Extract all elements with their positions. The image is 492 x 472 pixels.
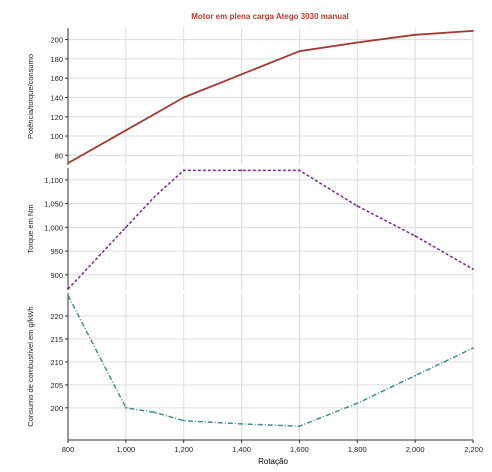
y-tick-label: 900 bbox=[50, 271, 63, 280]
y-axis-label-torque: Torque em Nm bbox=[26, 204, 35, 253]
data-point-power bbox=[414, 33, 417, 36]
data-point-power bbox=[67, 162, 69, 164]
data-point-power bbox=[298, 50, 301, 53]
y-tick-label: 160 bbox=[50, 74, 63, 83]
plot-panels: 80 100 120 140 160 180 200 Potência/torque/cons… bbox=[26, 28, 474, 440]
data-point-torque bbox=[356, 205, 359, 207]
x-tick-label: 1,800 bbox=[348, 445, 367, 454]
data-point-power bbox=[182, 96, 185, 99]
data-point-torque bbox=[298, 169, 301, 172]
data-point-power bbox=[472, 29, 474, 32]
y-tick-label: 950 bbox=[50, 247, 63, 256]
y-tick-label: 120 bbox=[50, 113, 63, 122]
x-axis-label: Rotação bbox=[258, 457, 288, 466]
x-tick-label: 2,000 bbox=[406, 445, 425, 454]
y-tick-label: 1,050 bbox=[44, 200, 63, 209]
data-point-consumption bbox=[67, 294, 69, 297]
data-point-torque bbox=[67, 288, 69, 290]
data-point-consumption bbox=[153, 411, 156, 414]
y-tick-label: 200 bbox=[50, 36, 63, 45]
y-tick-label: 205 bbox=[50, 381, 63, 390]
x-tick-label: 1,400 bbox=[232, 445, 251, 454]
data-point-power bbox=[240, 73, 243, 76]
y-tick-label: 1,100 bbox=[44, 176, 63, 185]
data-point-consumption bbox=[298, 425, 301, 428]
data-point-consumption bbox=[443, 361, 445, 363]
x-tick-label: 1,600 bbox=[290, 445, 309, 454]
data-point-consumption bbox=[414, 374, 417, 377]
data-point-torque bbox=[472, 268, 474, 271]
series-line-consumption bbox=[67, 294, 474, 427]
x-tick-label: 1,000 bbox=[116, 445, 135, 454]
data-point-consumption bbox=[472, 347, 474, 350]
data-point-consumption bbox=[124, 406, 127, 409]
x-tick-label: 2,200 bbox=[464, 445, 483, 454]
data-point-power bbox=[124, 129, 127, 132]
y-tick-label: 80 bbox=[55, 151, 63, 160]
panel-power: 80 100 120 140 160 180 200 Potência/torque/cons… bbox=[26, 28, 474, 165]
data-point-torque bbox=[240, 169, 243, 172]
data-point-torque bbox=[124, 226, 127, 229]
y-tick-label: 1,000 bbox=[44, 223, 63, 232]
y-tick-label: 215 bbox=[50, 335, 63, 344]
y-tick-label: 220 bbox=[50, 312, 63, 321]
data-point-consumption bbox=[240, 423, 243, 425]
data-point-torque bbox=[414, 234, 417, 237]
y-tick-label: 140 bbox=[50, 93, 63, 102]
panel-torque: 900 950 1,000 1,050 1,100 Torque em Nm bbox=[26, 168, 474, 290]
panel-consumption: 200 205 210 215 220 Consumo de combustível em… bbox=[26, 293, 474, 440]
x-axis: 800 1,000 1,200 1,400 1,600 1,800 2,000 2,200 bbox=[62, 439, 483, 454]
x-tick-label: 1,200 bbox=[174, 445, 193, 454]
data-point-power bbox=[356, 41, 359, 44]
y-tick-label: 100 bbox=[50, 132, 63, 141]
y-tick-label: 200 bbox=[50, 404, 63, 413]
data-point-consumption bbox=[356, 402, 359, 405]
y-tick-label: 180 bbox=[50, 55, 63, 64]
data-point-consumption bbox=[182, 419, 185, 422]
y-axis-label-power: Potência/torque/consumo bbox=[26, 54, 35, 139]
data-point-torque bbox=[153, 195, 156, 198]
y-tick-label: 210 bbox=[50, 358, 63, 367]
y-axis-label-consumption: Consumo de combustível em g/kWh bbox=[26, 306, 35, 426]
series-line-torque bbox=[67, 169, 474, 290]
data-point-torque bbox=[182, 169, 185, 172]
chart-title: Motor em plena carga Atego 3030 manual bbox=[191, 12, 349, 21]
x-tick-label: 800 bbox=[62, 445, 75, 454]
series-line-power bbox=[67, 30, 474, 164]
